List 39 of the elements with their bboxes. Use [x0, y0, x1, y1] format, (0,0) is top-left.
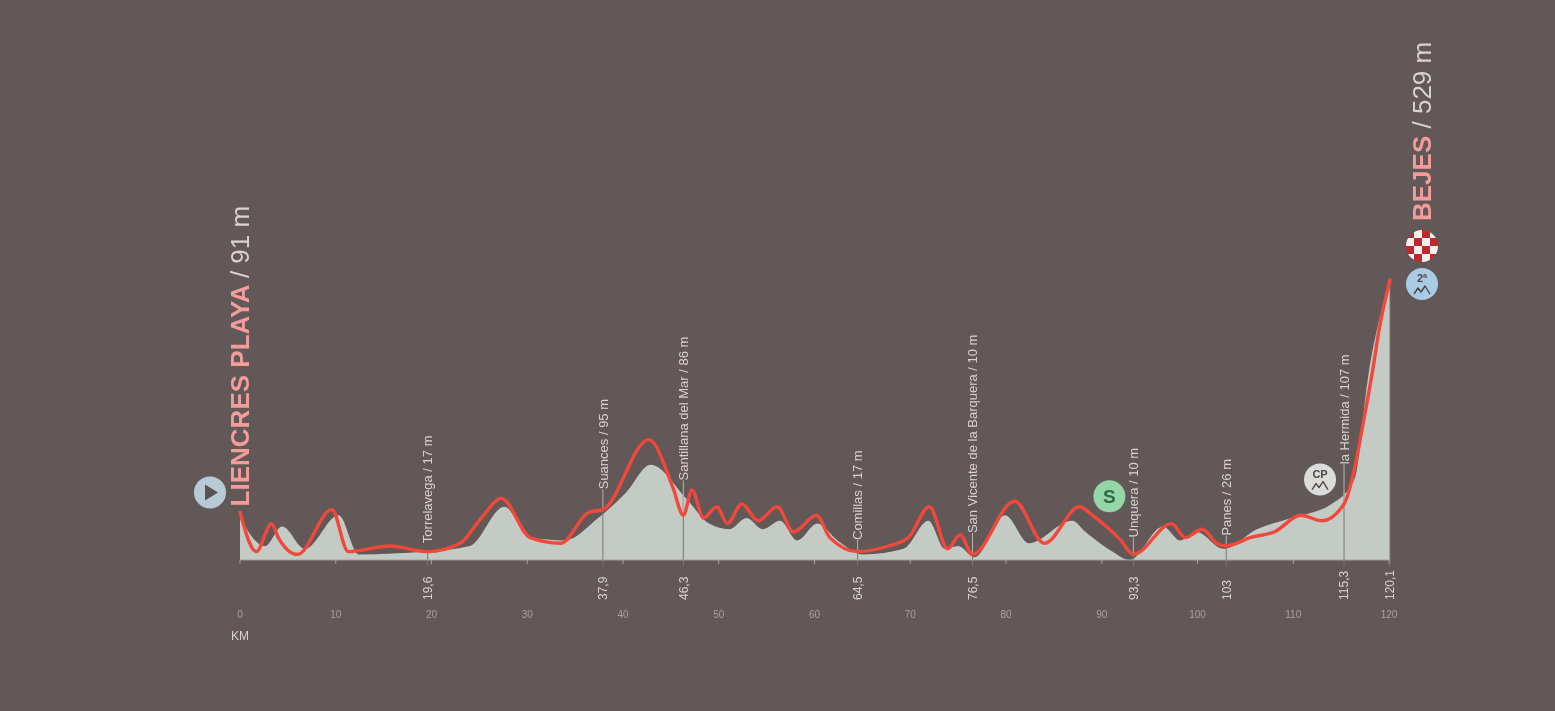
annotation: Santillana del Mar / 86 m: [676, 336, 692, 481]
annotation: Comillas / 17 m: [850, 450, 866, 541]
mountain-badge-icon: 2ª: [1406, 268, 1438, 300]
x-tick-label: 100: [1189, 609, 1207, 620]
mountain-badge-icon: CP: [1304, 463, 1337, 496]
x-tick-label: 40: [617, 609, 630, 620]
annotation: BEJES / 529 m: [1407, 41, 1438, 221]
annotation: la Hermida / 107 m: [1336, 354, 1352, 465]
x-tick-label: 120: [1380, 609, 1398, 620]
x-tick-label: 10: [330, 609, 342, 620]
annotation: CP: [1312, 467, 1328, 480]
ref-line-label: 64,5: [850, 576, 865, 600]
ref-line-label: 46,3: [676, 576, 691, 600]
annotation: Torrelavega / 17 m: [420, 435, 436, 544]
ref-line-label: 19,6: [421, 576, 435, 600]
x-tick-label: 110: [1285, 609, 1302, 620]
annotation: 2ª: [1416, 272, 1429, 284]
ref-line-label: 120,1: [1383, 569, 1398, 600]
annotation: San Vicente de la Barquera / 10 m: [965, 334, 981, 534]
x-axis-title: KM: [231, 629, 249, 643]
ref-line-label: 37,9: [596, 576, 611, 600]
x-tick-label: 50: [713, 609, 725, 620]
annotation: LIENCRES PLAYA / 91 m: [225, 205, 256, 507]
ref-line-label: 103: [1219, 579, 1234, 600]
ref-line-label: 76,5: [965, 576, 980, 600]
annotation: Panes / 26 m: [1218, 459, 1234, 536]
x-tick-label: 30: [521, 609, 534, 620]
x-tick-label: 20: [425, 609, 438, 620]
annotation: S: [1103, 485, 1116, 507]
letter-badge-icon: S: [1093, 480, 1126, 513]
x-tick-label: 60: [808, 609, 821, 620]
ref-line-label: 115,3: [1337, 570, 1352, 600]
x-tick-label: 90: [1096, 609, 1108, 620]
x-tick-label: 70: [904, 609, 917, 620]
x-tick-label: 80: [1000, 609, 1013, 620]
annotation: Unquera / 10 m: [1126, 447, 1142, 538]
x-tick-label: 0: [237, 609, 244, 620]
annotation: Suances / 95 m: [595, 398, 611, 490]
ref-line-label: 93,3: [1126, 576, 1141, 600]
